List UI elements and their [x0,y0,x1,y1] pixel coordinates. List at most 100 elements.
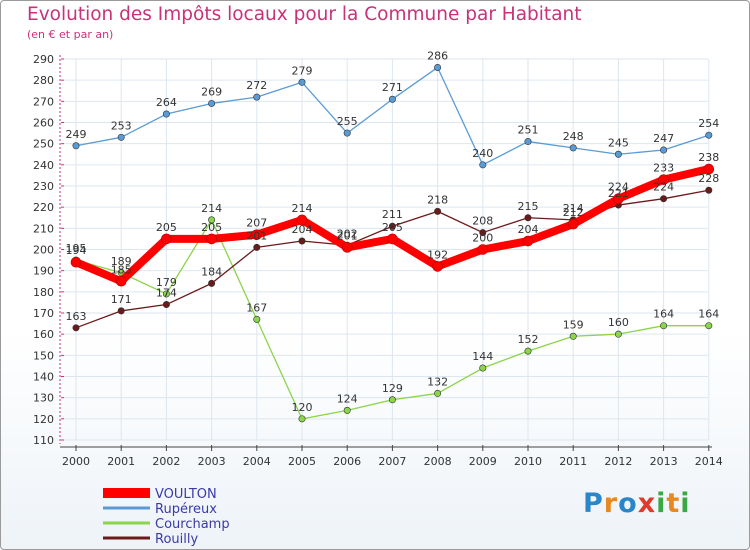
data-label: 251 [518,124,539,137]
data-point [567,218,579,230]
data-point [569,144,577,152]
data-label: 171 [111,293,132,306]
x-tick-label: 2002 [152,455,180,468]
data-label: 204 [292,223,313,236]
data-point [115,275,127,287]
data-label: 132 [427,375,448,388]
x-tick-label: 2011 [559,455,587,468]
data-point [72,142,80,150]
data-label: 214 [201,202,222,215]
data-label: 160 [608,316,629,329]
data-point [569,332,577,340]
logo-letter: i [656,488,667,519]
data-label: 248 [563,130,584,143]
data-label: 192 [427,248,448,261]
data-label: 207 [246,217,267,230]
data-label: 205 [382,221,403,234]
data-label: 200 [472,232,493,245]
data-label: 221 [608,187,629,200]
y-tick-label: 220 [33,201,54,214]
x-tick-label: 2008 [424,455,452,468]
data-labels: 249 253 264 269 272 279 255 271 286 240 251 248 245 2… [66,49,720,413]
data-label: 212 [563,206,584,219]
axes: 110 120 130 140 150 160 170 180 190 200 210 220 230 2… [33,53,723,468]
data-point [253,243,261,251]
x-tick-label: 2003 [198,455,226,468]
x-tick-label: 2001 [107,455,135,468]
y-tick-label: 290 [33,53,54,66]
y-tick-label: 180 [33,286,54,299]
y-tick-label: 270 [33,95,54,108]
y-tick-label: 170 [33,307,54,320]
data-point [705,322,713,330]
x-tick-label: 2006 [333,455,361,468]
data-label: 164 [698,308,719,321]
data-label: 224 [653,181,674,194]
data-point [72,324,80,332]
y-tick-label: 160 [33,328,54,341]
chart-subtitle: (en € et par an) [27,28,114,41]
data-point [703,163,715,175]
data-label: 272 [246,79,267,92]
logo-letter: r [603,488,619,519]
x-tick-label: 2007 [378,455,406,468]
data-label: 120 [292,401,313,414]
y-tick-label: 120 [33,413,54,426]
x-tick-label: 2004 [243,455,271,468]
data-label: 152 [518,333,539,346]
x-tick-label: 2009 [469,455,497,468]
data-point [341,242,353,253]
data-point [162,301,170,309]
data-label: 286 [427,49,448,62]
data-point [660,146,668,154]
y-tick-label: 190 [33,265,54,278]
data-label: 144 [472,350,493,363]
data-point [388,222,396,230]
y-tick-label: 150 [33,349,54,362]
data-point [251,229,263,240]
data-point [479,229,487,237]
data-point [705,131,713,139]
data-point [658,174,669,185]
data-label: 179 [156,276,177,289]
data-point [296,214,308,226]
data-label: 233 [653,162,674,175]
data-point [432,261,443,272]
legend-label-courchamp: Courchamp [155,517,230,532]
data-label: 269 [201,85,222,98]
data-label: 254 [698,117,719,130]
data-label: 224 [608,181,629,194]
data-label: 247 [653,132,674,145]
logo-letter: x [637,488,657,519]
data-label: 211 [382,208,403,221]
data-label: 204 [518,223,539,236]
data-label: 214 [292,202,313,215]
data-point [208,279,216,287]
data-point [162,290,170,298]
logo-letter: o [618,488,638,519]
x-tick-label: 2013 [650,455,678,468]
data-point [117,307,125,315]
x-tick-label: 2000 [62,455,90,468]
y-tick-label: 260 [33,117,54,130]
y-tick-label: 130 [33,392,54,405]
data-point [298,78,306,86]
data-point [614,150,622,158]
x-tick-label: 2014 [695,455,723,468]
data-point [208,216,216,224]
data-label: 214 [563,202,584,215]
data-point [206,233,217,245]
y-tick-label: 230 [33,180,54,193]
data-label: 205 [201,221,222,234]
data-label: 129 [382,382,403,395]
data-label: 271 [382,81,403,94]
proxiti-logo: Proxiti [583,488,691,519]
y-tick-label: 250 [33,138,54,151]
data-point [70,256,82,268]
data-point [705,186,713,194]
data-label: 240 [472,147,493,160]
data-point [387,233,398,245]
data-point [477,244,489,255]
data-point [298,415,306,423]
